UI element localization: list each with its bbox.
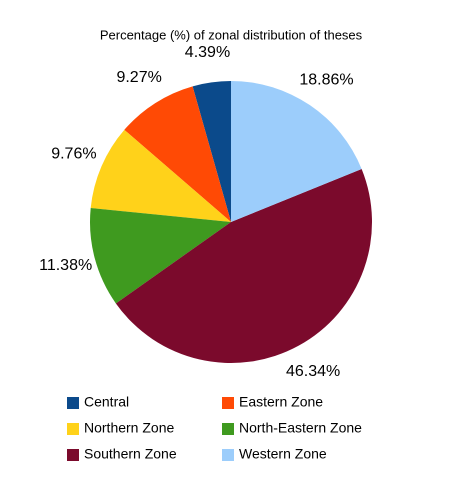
legend-label: Western Zone — [239, 446, 327, 462]
pie-slice — [90, 129, 231, 222]
chart-title: Percentage (%) of zonal distribution of … — [100, 27, 363, 42]
pie-slice — [231, 81, 362, 222]
value-label: 46.34% — [286, 363, 340, 380]
pie-slice — [89, 208, 231, 304]
pie-slice — [124, 86, 231, 222]
pie-slice — [115, 168, 373, 364]
legend-label: Eastern Zone — [239, 394, 323, 410]
legend-label: Southern Zone — [84, 446, 177, 462]
legend-swatch — [67, 397, 79, 409]
legend-label: Northern Zone — [84, 420, 174, 436]
legend-label: Central — [84, 394, 129, 410]
value-label: 18.86% — [299, 71, 353, 88]
legend-label: North-Eastern Zone — [239, 420, 362, 436]
legend-swatch — [67, 423, 79, 435]
legend-swatch — [222, 423, 234, 435]
value-label: 9.76% — [51, 146, 96, 163]
value-label: 4.39% — [185, 44, 230, 61]
value-label: 11.38% — [39, 257, 92, 274]
legend-swatch — [222, 449, 234, 461]
pie-slice — [192, 81, 231, 222]
legend-swatch — [67, 449, 79, 461]
value-label: 9.27% — [116, 69, 161, 86]
legend-swatch — [222, 397, 234, 409]
